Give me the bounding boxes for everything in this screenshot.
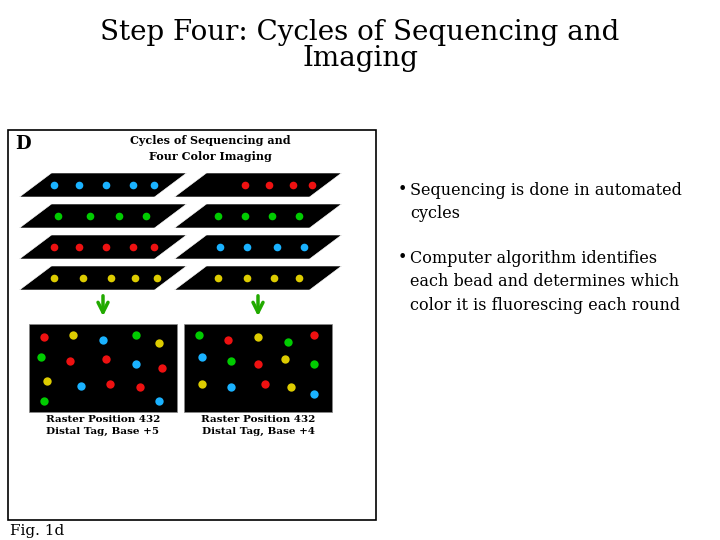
Text: •: •: [398, 182, 408, 197]
Text: Sequencing is done in automated
cycles: Sequencing is done in automated cycles: [410, 182, 682, 222]
Polygon shape: [174, 235, 341, 259]
Polygon shape: [19, 235, 186, 259]
Text: Imaging: Imaging: [302, 44, 418, 71]
Text: •: •: [398, 250, 408, 265]
Text: Fig. 1d: Fig. 1d: [10, 524, 64, 538]
Text: Cycles of Sequencing and
Four Color Imaging: Cycles of Sequencing and Four Color Imag…: [130, 135, 291, 161]
Text: D: D: [15, 135, 31, 153]
Bar: [29, 324, 177, 412]
Polygon shape: [19, 204, 186, 228]
Polygon shape: [174, 204, 341, 228]
Text: Raster Position 432
Distal Tag, Base +4: Raster Position 432 Distal Tag, Base +4: [201, 415, 315, 436]
Polygon shape: [19, 173, 186, 197]
Polygon shape: [174, 173, 341, 197]
Text: Raster Position 432
Distal Tag, Base +5: Raster Position 432 Distal Tag, Base +5: [46, 415, 160, 436]
Text: Computer algorithm identifies
each bead and determines which
color it is fluores: Computer algorithm identifies each bead …: [410, 250, 680, 314]
Bar: [8, 130, 376, 520]
Text: Step Four: Cycles of Sequencing and: Step Four: Cycles of Sequencing and: [100, 18, 620, 45]
Bar: [184, 324, 332, 412]
Polygon shape: [19, 266, 186, 290]
Polygon shape: [174, 266, 341, 290]
